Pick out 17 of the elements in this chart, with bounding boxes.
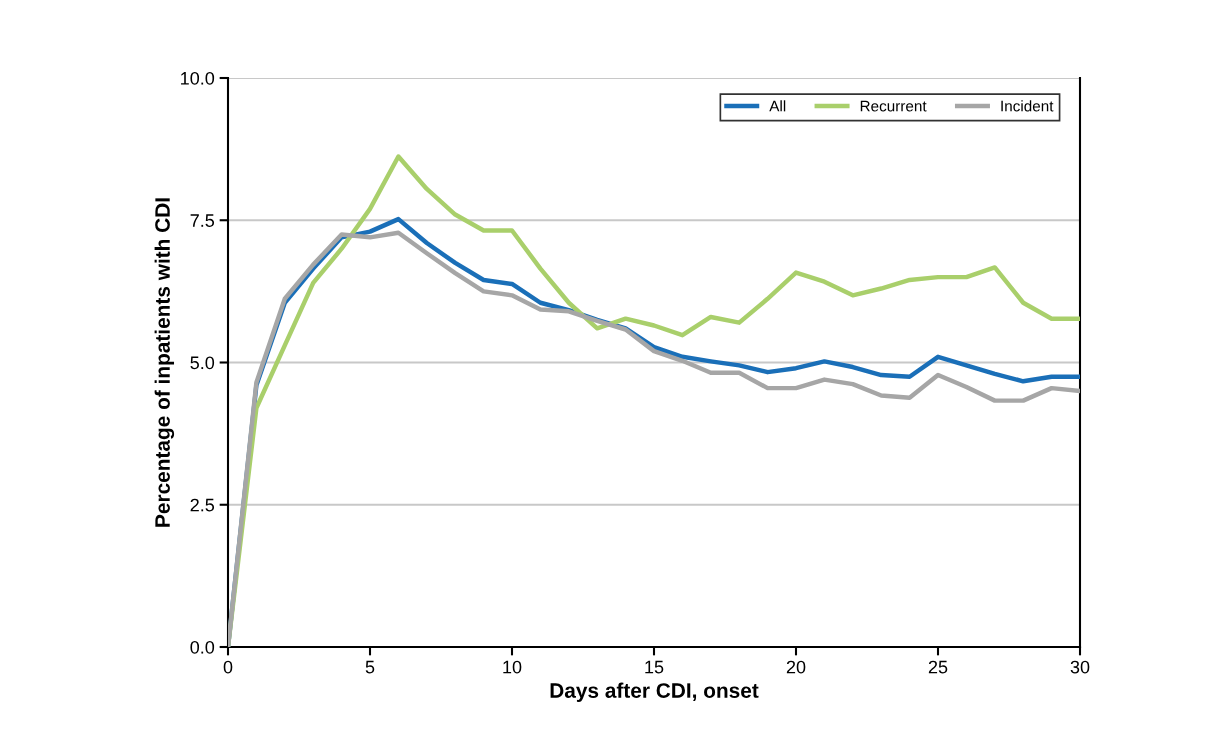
y-tick-label: 5.0 [190, 356, 215, 370]
x-tick-label: 5 [365, 660, 375, 674]
y-tick-label: 0.0 [190, 640, 215, 654]
x-tick-label: 15 [645, 660, 664, 674]
x-tick-label: 10 [503, 660, 522, 674]
y-tick-label: 7.5 [190, 214, 215, 227]
x-tick-label: 0 [223, 660, 233, 674]
legend-label: All [769, 100, 786, 112]
x-tick-label: 20 [786, 660, 806, 674]
y-tick-label: 10.0 [181, 71, 215, 85]
x-tick-label: 25 [928, 660, 948, 674]
x-tick-label: 30 [1070, 660, 1090, 674]
x-axis-title: Days after CDI, onset [550, 682, 759, 702]
y-axis-title: Percentage of inpatients with CDI [154, 198, 175, 527]
legend-label: Recurrent [860, 100, 927, 112]
y-tick-label: 2.5 [190, 498, 215, 512]
legend-label: Incident [1001, 100, 1054, 112]
